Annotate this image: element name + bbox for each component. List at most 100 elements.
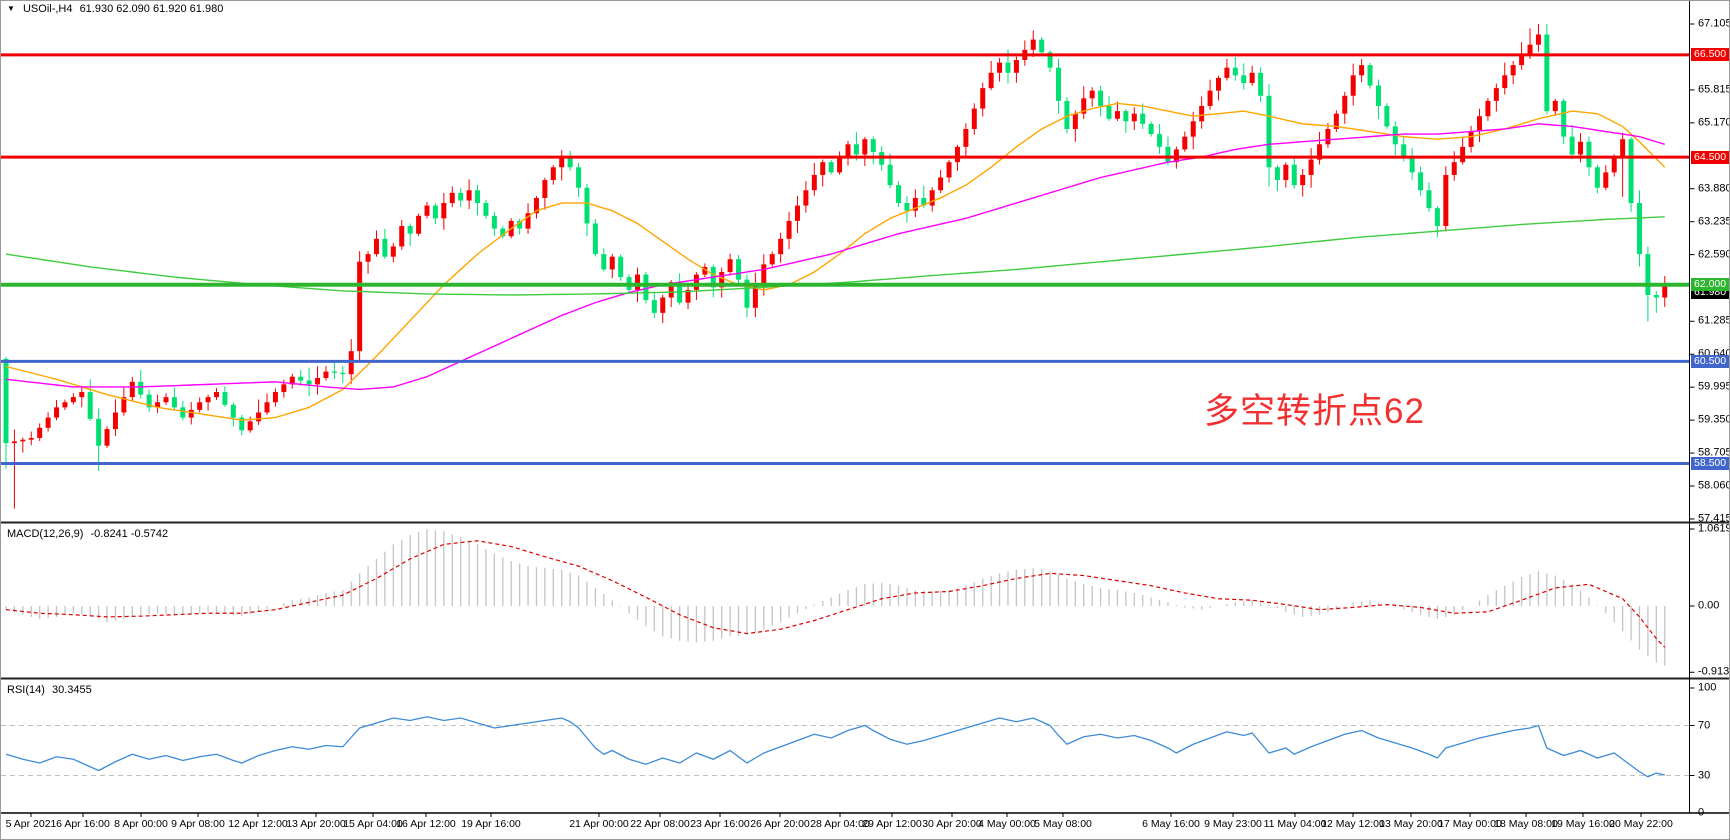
candle-body [584,187,590,224]
time-label: 21 Apr 00:00 [569,818,629,830]
level-badge-64.500[interactable]: 64.500 [1691,150,1729,164]
price-tick-65.170: 65.170 [1698,116,1730,129]
level-badge-58.500[interactable]: 58.500 [1691,457,1729,471]
candle-body [550,167,556,181]
candle-body [752,284,758,308]
candle-body [533,197,539,214]
candle-body [1350,75,1356,96]
candle-body [475,190,481,204]
candle-body [559,157,565,168]
candle-body [87,392,93,419]
candle-body [491,215,497,229]
time-label: 22 Apr 08:00 [630,818,690,830]
candle-body [601,254,607,270]
candle-body [466,190,472,201]
candle-body [1375,85,1381,106]
candle-body [1477,116,1482,132]
candle-body [794,205,800,221]
candle-body [20,439,26,442]
candle-body [289,376,295,385]
candle-body [382,238,388,257]
rsi-tick-0: 0 [1698,806,1705,819]
candle-body [315,377,321,385]
candle-body [449,192,455,204]
candle-body [1451,162,1457,175]
candle-body [1249,72,1255,83]
candle-body [1241,75,1247,83]
candle-body [828,162,834,173]
candle-body [954,146,960,163]
candle-body [205,397,211,403]
candle-body [1552,100,1558,112]
candle-body [272,392,278,403]
candle-body [1653,294,1659,298]
candle-body [1485,100,1491,117]
level-badge-62.000[interactable]: 62.000 [1691,278,1729,292]
candle-body [1443,174,1449,227]
candle-body [1409,157,1415,173]
time-label: 20 May 22:00 [1609,818,1673,830]
candle-body [1401,144,1407,158]
candle-body [904,203,910,211]
candle-body [1460,146,1466,163]
time-label: 28 Apr 04:00 [810,818,870,830]
candle-body [761,264,767,285]
time-label: 12 May 12:00 [1321,818,1385,830]
candle-body [180,407,186,418]
candle-body [1123,111,1129,122]
candle-body [1266,95,1272,168]
candle-body [1636,203,1642,255]
candle-body [1030,39,1036,50]
price-tick-58.705: 58.705 [1698,446,1730,459]
candle-body [1359,65,1365,76]
candle-body [1258,72,1264,96]
candle-body [643,274,649,301]
candle-body [736,259,742,280]
candle-body [668,282,674,298]
time-label: 19 May 16:00 [1551,818,1615,830]
candle-body [660,297,666,313]
candle-body [264,402,270,413]
candle-body [1434,208,1440,227]
candle-body [1603,172,1609,188]
ohlc-quote: 61.930 62.090 61.920 61.980 [79,3,224,15]
candle-body [62,402,68,408]
candle-body [1578,141,1584,155]
candle-body [1384,105,1390,127]
candle-body [45,417,51,428]
time-label: 6 Apr 16:00 [56,818,110,830]
price-tick-63.235: 63.235 [1698,215,1730,228]
candle-body [11,441,17,444]
candle-body [416,215,422,234]
price-tick-67.105: 67.105 [1698,17,1730,30]
candle-body [609,256,615,270]
candle-body [1064,100,1070,129]
price-tick-61.285: 61.285 [1698,314,1730,327]
candle-body [1367,65,1373,86]
time-label: 18 May 08:00 [1494,818,1558,830]
time-label: 9 May 23:00 [1204,818,1262,830]
macd-indicator-name: MACD(12,26,9) [7,528,84,540]
level-badge-60.500[interactable]: 60.500 [1691,354,1729,368]
candle-body [896,185,902,204]
candle-body [357,261,363,352]
candle-body [1089,90,1095,99]
candle-body [407,226,413,234]
level-badge-66.500[interactable]: 66.500 [1691,48,1729,62]
symbol-dropdown-icon[interactable]: ▼ [7,4,15,13]
candle-body [525,213,531,229]
time-label: 4 May 00:00 [978,818,1036,830]
rsi-tick-100: 100 [1698,681,1717,694]
candle-body [441,203,447,219]
candle-body [1317,144,1323,160]
time-label: 5 May 08:00 [1034,818,1092,830]
time-label: 17 May 00:00 [1438,818,1502,830]
candle-body [685,289,691,303]
candle-body [1493,88,1499,101]
candle-body [887,164,893,186]
rsi-tick-30: 30 [1698,769,1711,781]
candle-body [1561,100,1567,137]
candle-body [1140,113,1146,124]
candle-body [997,62,1003,73]
